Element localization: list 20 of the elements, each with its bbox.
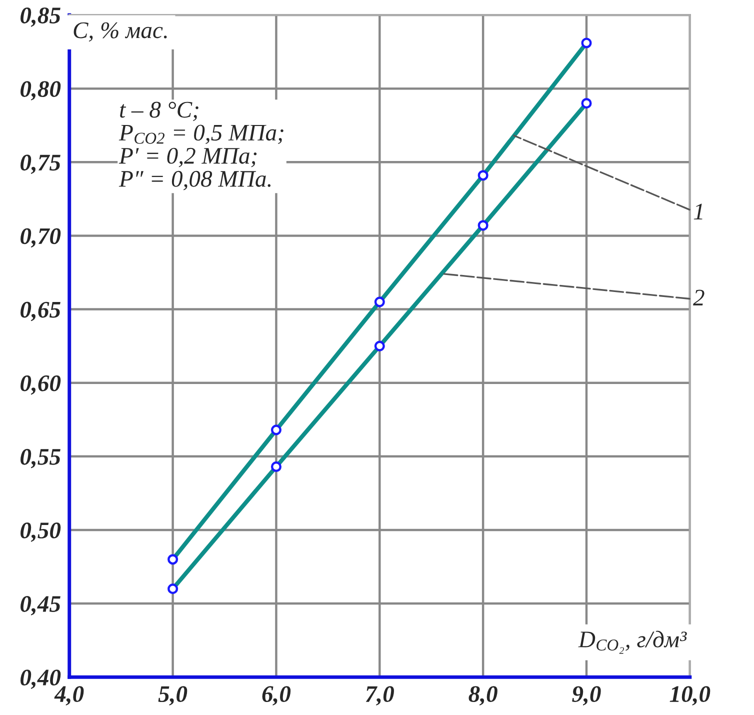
x-tick-label: 7,0 bbox=[366, 686, 394, 706]
x-tick-label: 8,0 bbox=[468, 686, 498, 706]
y-tick-label: 0,70 bbox=[20, 228, 61, 248]
y-axis-title: C, % мас. bbox=[74, 22, 167, 42]
y-tick-label: 0,45 bbox=[20, 596, 60, 616]
x-tick-label: 10,0 bbox=[670, 686, 710, 706]
x-tick-label: 5,0 bbox=[158, 686, 188, 706]
text: 1 bbox=[694, 204, 702, 220]
y-tick-label: 0,60 bbox=[20, 375, 61, 395]
text: 2 bbox=[693, 290, 704, 306]
y-tick-label: 0,75 bbox=[20, 154, 60, 174]
y-tick-label: 0,55 bbox=[20, 448, 60, 468]
x-tick-label: 6,0 bbox=[262, 686, 291, 706]
y-tick-label: 0,65 bbox=[20, 302, 60, 322]
y-tick-label: 0,80 bbox=[20, 81, 61, 100]
y-tick-label: 0,85 bbox=[20, 8, 60, 27]
x-tick-label: 9,0 bbox=[572, 686, 601, 706]
y-tick-label: 0,50 bbox=[20, 522, 61, 542]
annotation: t – 8 °C; P$_{CO2}$ = 0,5 МПа; P′ = 0,2 МПа; P″ = 0,08 МПа. bbox=[118, 102, 284, 190]
x-axis-title: D$_{CO₂}$, г/дм³ bbox=[578, 630, 687, 654]
